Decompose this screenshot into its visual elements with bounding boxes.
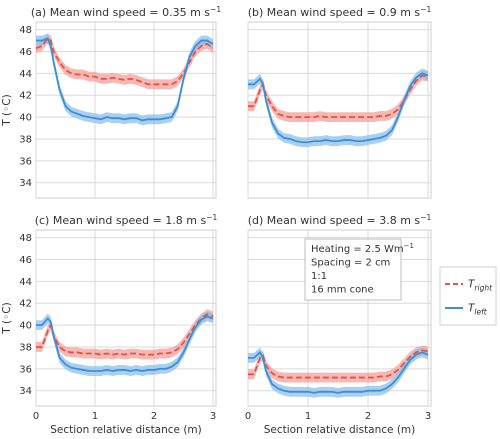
y-tick-label: 42 [19,91,32,102]
y-tick-label: 46 [19,255,32,266]
annotation-line: 16 mm cone [311,285,374,296]
panel-3: (d) Mean wind speed = 3.8 m s−1 0 1 2 3 Secti… [245,213,432,436]
band-right [248,345,428,383]
x-tick-label: 2 [151,411,157,422]
chart-title: (c) Mean wind speed = 1.8 m s−1 [35,213,218,227]
annotation-line: Heating = 2.5 Wm−1 [311,242,414,255]
title-superscript: −1 [206,213,217,222]
y-tick-label: 36 [19,156,32,167]
title-superscript: −1 [420,213,431,222]
panel-1: (b) Mean wind speed = 0.9 m s−1 [247,5,432,199]
plot-area [35,229,217,407]
x-tick-label: 0 [245,411,251,422]
y-tick-label: 44 [19,277,32,288]
x-tick-label: 3 [425,411,431,422]
series-line-right [36,313,214,356]
x-axis-label: Section relative distance (m) [264,424,416,436]
series-line-left [36,315,214,372]
x-tick-label: 2 [365,411,371,422]
y-tick-label: 48 [19,25,32,36]
y-axis-label: T (◦C) [1,302,13,334]
x-tick-label: 3 [210,411,216,422]
x-tick-label: 0 [33,411,39,422]
y-tick-label: 48 [19,233,32,244]
annotation-superscript: −1 [404,242,414,250]
chart-title: (a) Mean wind speed = 0.35 m s−1 [31,5,221,19]
series-line-left [248,72,429,144]
y-axis-label: T (◦C) [1,94,13,126]
y-tick-label: 46 [19,47,32,58]
chart-title: (b) Mean wind speed = 0.9 m s−1 [248,5,432,19]
y-tick-label: 34 [19,386,32,397]
y-tick-label: 40 [19,113,32,124]
y-tick-label: 34 [19,178,32,189]
series-line-left [248,350,429,394]
x-tick-label: 1 [92,411,98,422]
series-line-right [248,74,429,119]
y-tick-label: 44 [19,69,32,80]
title-superscript: −1 [210,5,221,14]
panel-0: (a) Mean wind speed = 0.35 m s−1 34 36 38 40… [1,5,221,199]
x-axis-label: Section relative distance (m) [50,424,202,436]
y-tick-label: 38 [19,134,32,145]
y-tick-label: 36 [19,364,32,375]
legend-subscript: right [474,284,493,293]
plot-area [35,21,217,199]
y-tick-label: 40 [19,321,32,332]
series-line-right [248,349,429,379]
legend-box [439,266,497,326]
annotation-line: Spacing = 2 cm [311,258,390,269]
y-tick-label: 38 [19,342,32,353]
band-left [248,347,428,398]
y-tick-label: 42 [19,299,32,310]
chart-title: (d) Mean wind speed = 3.8 m s−1 [248,213,432,227]
x-tick-label: 1 [305,411,311,422]
annotation-box [304,238,402,301]
legend-subscript: left [474,308,487,317]
panel-2: (c) Mean wind speed = 1.8 m s−1 34 36 38 40 4… [1,213,217,436]
annotation-line: 1:1 [311,271,327,282]
title-superscript: −1 [420,5,431,14]
series-line-left [36,37,214,122]
band-left [36,33,214,126]
series-line-right [35,37,214,86]
